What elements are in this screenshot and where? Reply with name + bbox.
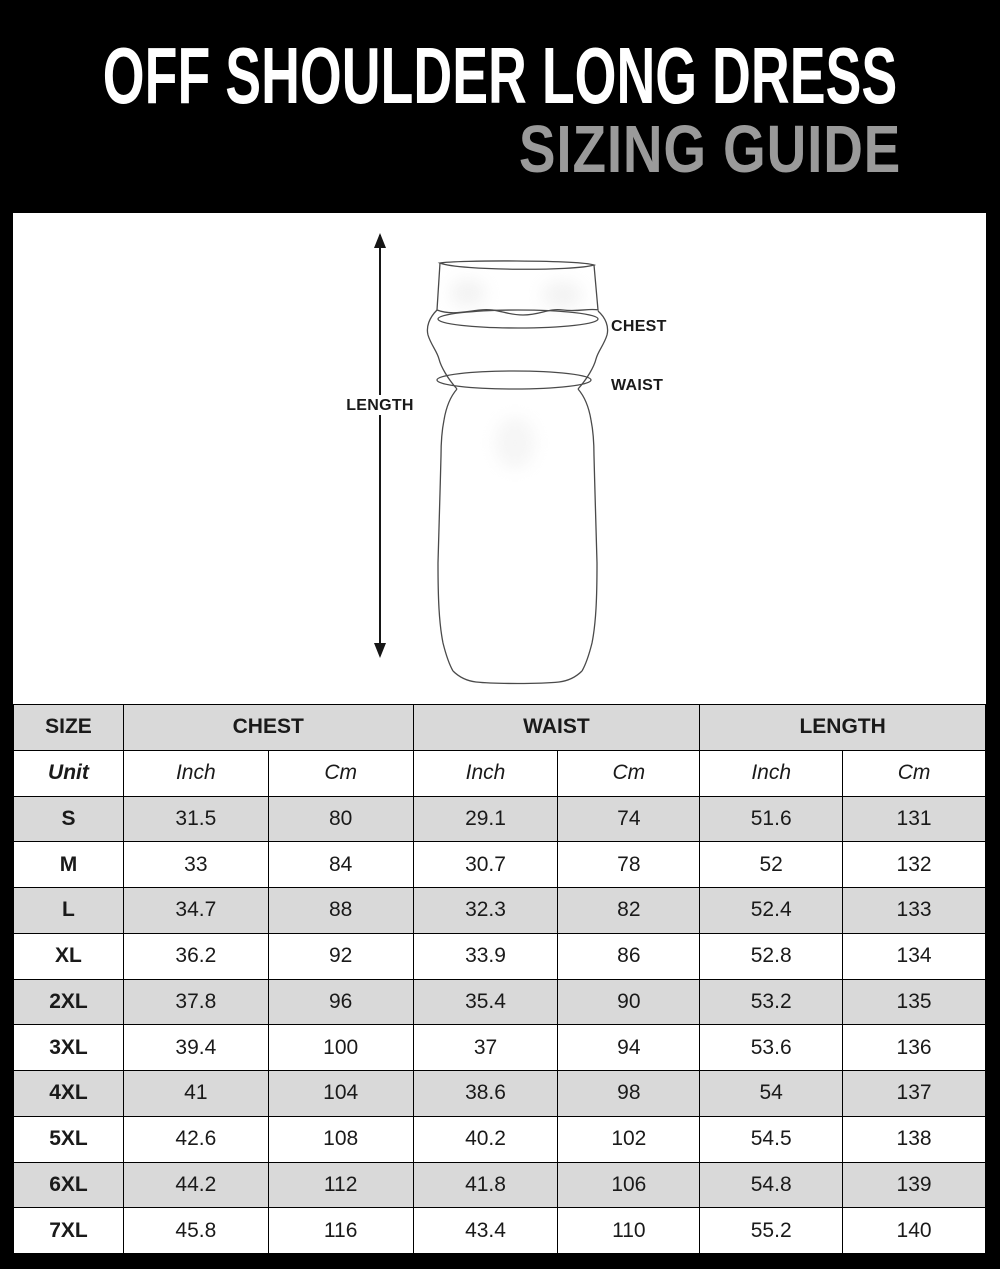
svg-text:CHEST: CHEST (611, 318, 667, 335)
svg-text:WAIST: WAIST (611, 377, 663, 394)
svg-text:LENGTH: LENGTH (346, 397, 414, 414)
